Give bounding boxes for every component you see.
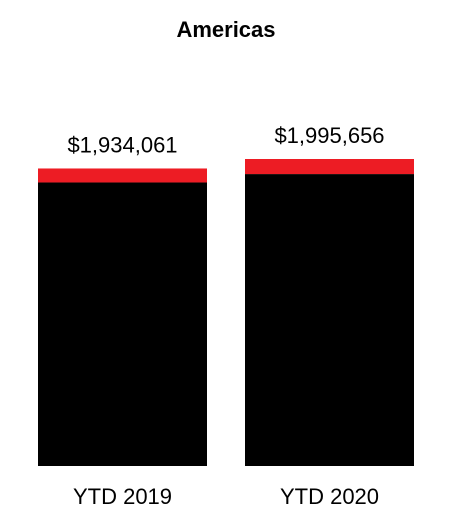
chart-title: Americas: [176, 17, 275, 42]
bar-segment: [245, 174, 414, 466]
bar-segment: [245, 159, 414, 175]
bar-segment: [38, 168, 207, 183]
x-tick-label: YTD 2019: [73, 484, 172, 509]
x-tick-label: YTD 2020: [280, 484, 379, 509]
total-label: $1,934,061: [67, 132, 177, 157]
bar-segment: [38, 182, 207, 467]
total-label: $1,995,656: [274, 123, 384, 148]
